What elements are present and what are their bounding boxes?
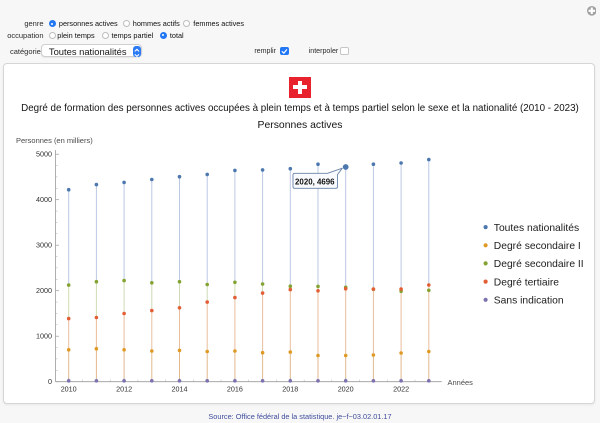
svg-text:2014: 2014 xyxy=(172,385,188,394)
svg-text:2010: 2010 xyxy=(61,385,77,394)
svg-text:2018: 2018 xyxy=(282,385,298,394)
svg-text:Toutes nationalités: Toutes nationalités xyxy=(494,223,579,234)
svg-text:Années: Années xyxy=(448,378,474,387)
svg-text:Degré tertiaire: Degré tertiaire xyxy=(494,277,560,288)
svg-text:2020: 2020 xyxy=(338,385,354,394)
svg-text:Sans indication: Sans indication xyxy=(494,296,564,307)
svg-text:0: 0 xyxy=(48,377,52,386)
svg-text:2016: 2016 xyxy=(227,385,243,394)
svg-text:2000: 2000 xyxy=(36,286,52,295)
svg-text:2020, 4696: 2020, 4696 xyxy=(295,177,335,186)
svg-text:3000: 3000 xyxy=(36,241,52,250)
svg-text:Degré secondaire II: Degré secondaire II xyxy=(494,259,584,270)
svg-text:Degré secondaire I: Degré secondaire I xyxy=(494,241,581,252)
svg-text:1000: 1000 xyxy=(36,332,52,341)
svg-text:4000: 4000 xyxy=(36,195,52,204)
svg-text:5000: 5000 xyxy=(36,150,52,159)
svg-text:Personnes (en milliers): Personnes (en milliers) xyxy=(16,136,93,145)
svg-text:2022: 2022 xyxy=(393,385,409,394)
svg-text:2012: 2012 xyxy=(116,385,132,394)
